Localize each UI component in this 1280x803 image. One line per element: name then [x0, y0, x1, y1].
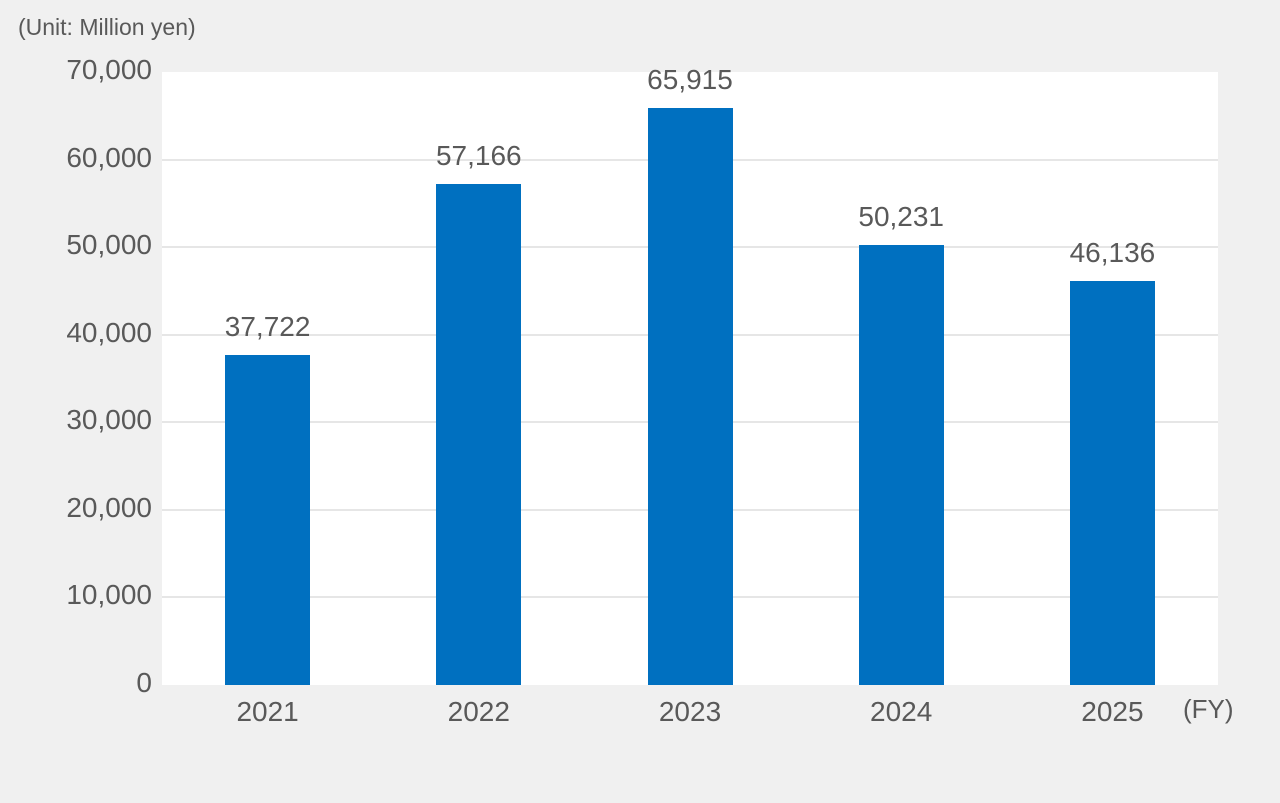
x-tick-label: 2021 [236, 696, 299, 727]
unit-label: (Unit: Million yen) [18, 14, 196, 40]
x-axis-unit-label: (FY) [1183, 694, 1234, 724]
value-label: 46,136 [1069, 236, 1156, 268]
value-label: 50,231 [858, 201, 945, 233]
x-tick-label: 2023 [658, 696, 722, 727]
x-tick-label: 2024 [870, 696, 933, 727]
plot-area: 37,722 57,166 65,915 50,231 46,136 [162, 64, 1218, 685]
x-tick-label: 2022 [447, 696, 510, 727]
y-tick-label: 20,000 [66, 491, 152, 523]
y-tick-label: 40,000 [66, 316, 152, 348]
x-tick-label: 2025 [1081, 696, 1144, 727]
bar-2023 [647, 107, 733, 685]
y-tick-label: 50,000 [66, 229, 152, 261]
bar-2021 [225, 354, 311, 685]
value-label: 57,166 [435, 140, 522, 172]
y-tick-label: 30,000 [66, 404, 152, 436]
bar-2025 [1069, 280, 1155, 685]
y-tick-label: 70,000 [66, 54, 152, 85]
value-label: 37,722 [224, 310, 311, 342]
y-tick-label: 10,000 [66, 579, 152, 611]
bar-2024 [858, 245, 944, 685]
bar-2022 [436, 184, 522, 685]
y-tick-label: 0 [136, 667, 152, 698]
y-tick-label: 60,000 [66, 141, 152, 173]
value-label: 65,915 [647, 63, 733, 95]
